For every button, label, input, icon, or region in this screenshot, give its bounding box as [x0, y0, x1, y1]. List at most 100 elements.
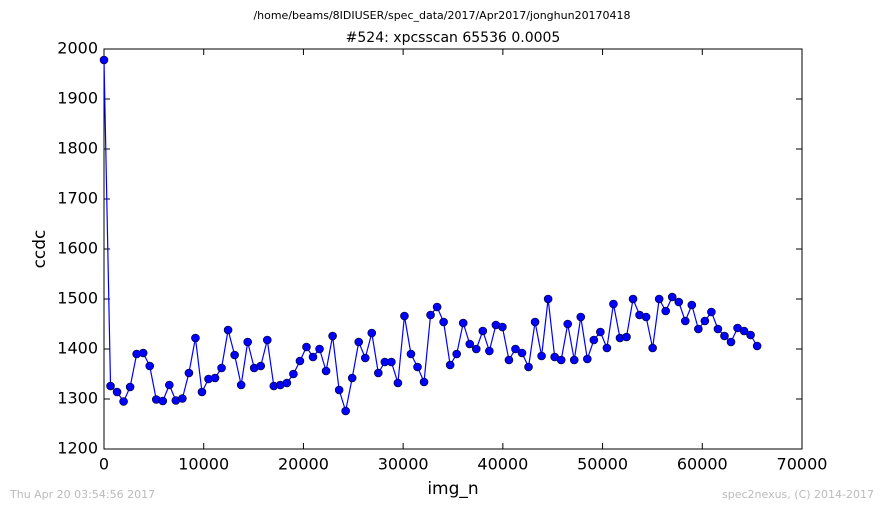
data-point	[661, 306, 670, 316]
data-point	[648, 343, 657, 353]
data-point	[471, 344, 481, 354]
data-point	[145, 361, 155, 371]
data-point	[367, 328, 377, 338]
data-point	[165, 380, 174, 390]
data-point	[341, 406, 350, 416]
data-point	[739, 326, 749, 336]
data-point	[504, 355, 514, 365]
data-point	[354, 337, 364, 347]
data-point	[243, 337, 252, 347]
data-point	[439, 317, 448, 327]
data-point	[112, 387, 122, 397]
x-tick-label: 10000	[178, 455, 229, 474]
data-point	[707, 307, 716, 317]
data-point	[328, 331, 337, 341]
data-point	[393, 378, 403, 388]
data-point	[210, 373, 220, 383]
data-point	[315, 344, 324, 354]
data-point	[295, 356, 305, 366]
data-point	[687, 300, 697, 310]
data-point	[178, 394, 187, 403]
y-tick-label: 1200	[57, 439, 98, 458]
y-tick-label: 1800	[57, 139, 98, 158]
footer-right: spec2nexus, (C) 2014-2017	[722, 488, 874, 501]
data-point	[556, 355, 566, 365]
data-point	[458, 318, 468, 328]
data-point	[302, 342, 311, 352]
data-point	[622, 332, 631, 342]
y-tick-label: 1700	[57, 189, 98, 208]
x-tick-label: 50000	[577, 455, 628, 474]
data-point	[746, 330, 755, 340]
data-point	[119, 397, 128, 406]
data-point	[700, 316, 710, 326]
data-point	[609, 299, 618, 309]
data-point	[517, 348, 527, 358]
data-point	[485, 346, 494, 356]
data-point	[236, 380, 246, 390]
data-point	[138, 348, 148, 358]
data-point	[400, 311, 409, 321]
x-tick-label: 60000	[677, 455, 728, 474]
data-point	[511, 344, 520, 354]
data-point	[347, 373, 357, 383]
data-point	[752, 341, 762, 351]
data-point	[680, 316, 690, 326]
data-point	[308, 352, 318, 362]
y-tick-label: 1300	[57, 389, 98, 408]
data-point	[583, 354, 592, 364]
data-point	[694, 324, 703, 334]
data-line	[103, 59, 758, 412]
y-axis-label: ccdc	[30, 230, 50, 269]
data-point	[99, 55, 109, 65]
suptitle: /home/beams/8IDIUSER/spec_data/2017/Apr2…	[253, 9, 630, 22]
data-point	[106, 381, 115, 391]
data-point	[426, 310, 435, 320]
data-point	[197, 387, 207, 397]
data-point	[674, 297, 684, 307]
y-tick-label: 1500	[57, 289, 98, 308]
data-point	[478, 326, 488, 336]
data-point	[602, 343, 612, 353]
data-point	[419, 377, 429, 387]
x-tick-label: 30000	[378, 455, 429, 474]
data-point	[726, 337, 736, 347]
data-point	[387, 357, 396, 367]
data-point	[262, 335, 272, 345]
data-point	[641, 312, 651, 322]
data-point	[230, 350, 239, 360]
data-point	[720, 331, 729, 341]
footer-left: Thu Apr 20 03:54:56 2017	[9, 488, 155, 501]
data-point	[334, 385, 344, 395]
data-point	[445, 360, 455, 370]
data-point	[321, 366, 331, 376]
x-tick-label: 0	[99, 455, 109, 474]
data-point	[223, 325, 233, 335]
data-point	[374, 368, 383, 378]
data-point	[191, 333, 200, 343]
y-tick-label: 1400	[57, 339, 98, 358]
plot-frame	[103, 48, 803, 450]
data-point	[589, 335, 599, 345]
data-point	[569, 355, 579, 365]
data-point	[524, 362, 533, 372]
x-tick-label: 40000	[477, 455, 528, 474]
data-point	[576, 312, 586, 322]
data-point	[360, 353, 370, 363]
data-point	[289, 369, 298, 379]
data-point	[465, 339, 475, 349]
data-point	[452, 349, 461, 359]
data-point	[530, 317, 540, 327]
data-point	[713, 324, 723, 334]
data-point	[282, 378, 292, 388]
x-tick-label: 20000	[278, 455, 329, 474]
data-point	[184, 368, 194, 378]
data-point	[543, 294, 553, 304]
y-tick-label: 1900	[57, 89, 98, 108]
data-point	[563, 319, 573, 329]
data-point	[217, 363, 226, 373]
data-point	[406, 349, 416, 359]
x-axis-label: img_n	[427, 479, 478, 499]
